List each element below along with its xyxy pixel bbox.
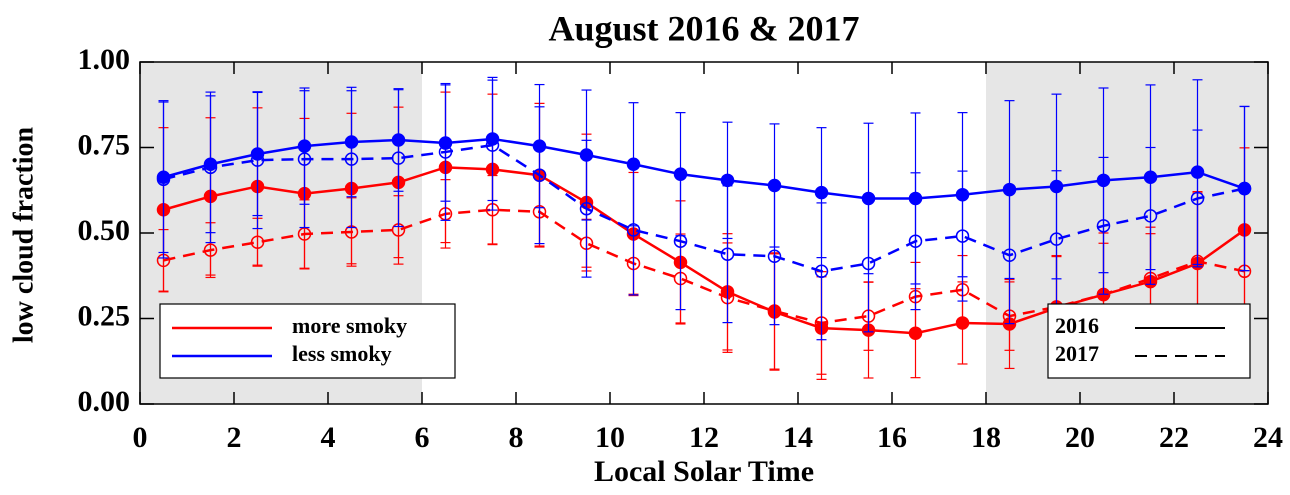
error-bar [722, 185, 733, 324]
data-point [1096, 219, 1111, 233]
x-tick-label: 22 [1159, 421, 1189, 454]
x-tick-label: 16 [877, 421, 907, 454]
legend-label: more smoky [292, 313, 407, 338]
plot-frame [139, 61, 1269, 405]
data-point [1002, 248, 1017, 262]
data-point [485, 138, 500, 152]
error-bar [863, 194, 874, 333]
legend: 2016 2017 [1047, 303, 1251, 379]
data-point [626, 223, 641, 237]
data-point [250, 235, 265, 249]
x-tick-label: 14 [783, 421, 813, 454]
error-bar [1145, 146, 1156, 285]
x-tick-label: 6 [415, 421, 430, 454]
data-point [814, 185, 829, 200]
x-tick-label: 0 [133, 421, 148, 454]
series-line [163, 137, 1245, 200]
error-bar [628, 164, 639, 296]
series-line [163, 143, 1245, 273]
data-point [579, 201, 594, 216]
legend-label: less smoky [292, 341, 392, 366]
data-point [203, 243, 218, 257]
error-bar [1239, 105, 1250, 272]
data-point [908, 234, 923, 248]
error-bar [957, 170, 968, 302]
x-axis-label: Local Solar Time [594, 455, 814, 488]
y-tick-label: 0.50 [78, 214, 131, 247]
data-point [344, 152, 359, 166]
data-point [250, 153, 265, 167]
chart-title: August 2016 & 2017 [548, 8, 859, 48]
x-tick-label: 20 [1065, 421, 1095, 454]
x-tick-label: 8 [509, 421, 524, 454]
data-point [720, 247, 735, 261]
y-tick-label: 0.00 [78, 385, 131, 418]
x-tick-label: 2 [227, 421, 242, 454]
y-tick-label: 1.00 [78, 43, 131, 76]
data-point [861, 256, 876, 271]
x-tick-label: 4 [321, 421, 336, 454]
legend-label: 2017 [1055, 341, 1099, 366]
legend: more smoky less smoky [159, 303, 456, 379]
data-point [203, 160, 218, 175]
data-point [1143, 209, 1158, 223]
data-point [391, 151, 406, 165]
y-tick-label: 0.25 [78, 299, 131, 332]
data-point [1190, 191, 1205, 206]
legend-box [1047, 303, 1251, 379]
data-point [767, 249, 782, 264]
data-point [814, 264, 829, 279]
data-point [532, 168, 547, 182]
data-point [720, 173, 735, 188]
legend-box [159, 303, 456, 379]
data-point [955, 229, 970, 243]
data-point [673, 234, 688, 248]
data-point [1049, 232, 1064, 246]
x-tick-label: 24 [1253, 421, 1283, 454]
x-tick-label: 18 [971, 421, 1001, 454]
x-tick-label: 12 [689, 421, 719, 454]
data-point [438, 145, 453, 159]
legend-label: 2016 [1055, 313, 1099, 338]
error-bar [252, 91, 263, 230]
y-tick-label: 0.75 [78, 128, 131, 161]
data-point [1237, 181, 1252, 196]
data-point [156, 172, 171, 187]
data-point [297, 152, 312, 166]
error-bar [393, 89, 404, 228]
x-tick-label: 10 [595, 421, 625, 454]
y-axis-label: low cloud fraction [8, 126, 39, 343]
